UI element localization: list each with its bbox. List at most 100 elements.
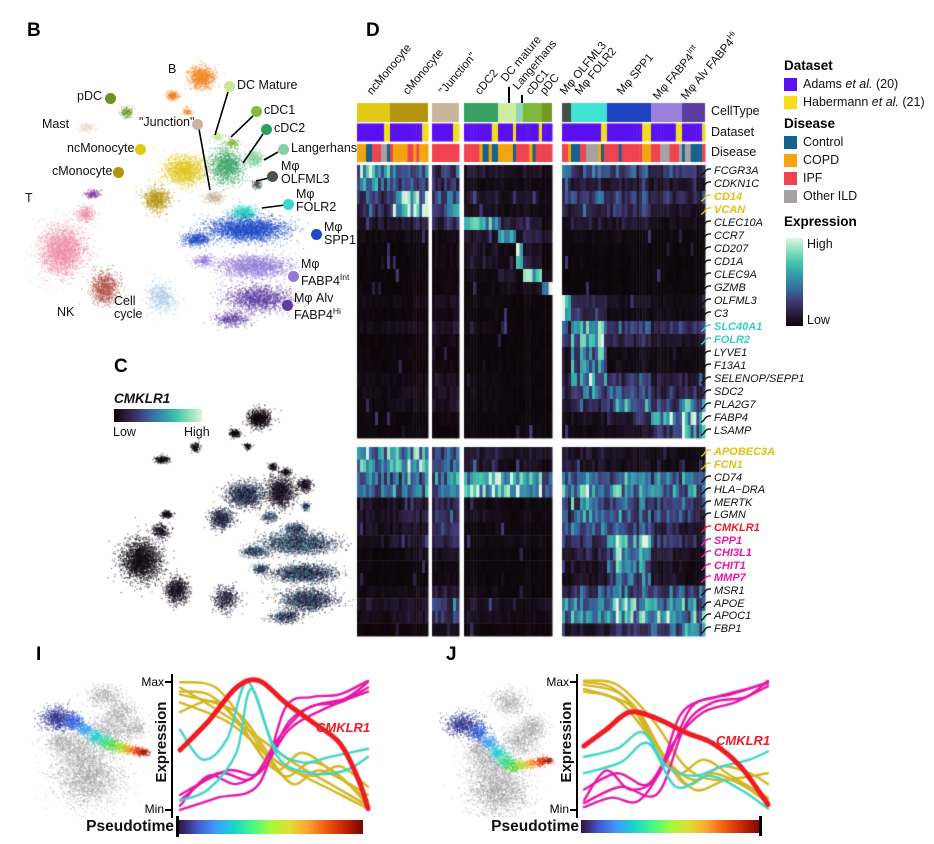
gene-label-CHIT1: CHIT1 xyxy=(701,560,746,572)
legend-label: COPD xyxy=(803,153,840,167)
cmklr1-line-label-i: CMKLR1 xyxy=(316,720,371,735)
annotation-row-label: CellType xyxy=(711,104,760,118)
cluster-label-junction: "Junction" xyxy=(139,115,195,129)
panel-letter-i: I xyxy=(36,644,42,665)
ymax-tick-j xyxy=(570,681,576,683)
cluster-label-langerhans: Langerhans xyxy=(291,141,358,155)
legend-label: Other ILD xyxy=(803,189,858,203)
gene-label-SDC2: SDC2 xyxy=(701,386,743,398)
legend-disease: Disease Control COPD IPF Other ILD xyxy=(784,116,857,207)
pseudotime-bar-tick-j xyxy=(759,816,762,836)
col-label-tick xyxy=(521,95,523,103)
gene-label-HLADRA: HLA−DRA xyxy=(701,485,765,496)
cluster-dot-cdc1 xyxy=(250,105,262,117)
gene-label-FABP4: FABP4 xyxy=(701,412,748,424)
legend-expression-title: Expression xyxy=(784,214,857,229)
legend-swatch xyxy=(784,189,797,203)
legend-disease-item-2: COPD xyxy=(784,153,857,167)
gene-label-GZMB: GZMB xyxy=(701,282,746,294)
cluster-label-mast: Mast xyxy=(42,117,70,131)
legend-disease-item-1: Control xyxy=(784,135,857,149)
expression-axis-label-i: Expression xyxy=(153,701,170,783)
cluster-dot-m-spp1 xyxy=(310,228,322,240)
expression-low-label: Low xyxy=(807,313,830,327)
gene-label-CD207: CD207 xyxy=(701,243,748,255)
expression-high-label: High xyxy=(807,237,833,251)
gene-label-MERTK: MERTK xyxy=(701,497,752,509)
cluster-label-m-spp1: Mφ SPP1 xyxy=(324,220,356,247)
umap-c-feature-plot xyxy=(95,388,357,650)
col-label-tick xyxy=(508,87,510,103)
ymin-label-j: Min xyxy=(549,802,569,816)
gene-label-SELENOPSEPP1: SELENOP/SEPP1 xyxy=(701,373,805,385)
legend-label: IPF xyxy=(803,171,823,185)
legend-swatch xyxy=(784,77,797,91)
cluster-dot-pdc xyxy=(104,92,116,104)
cluster-dot-dc-mature xyxy=(223,80,235,92)
gene-label-CHI3L1: CHI3L1 xyxy=(701,548,752,559)
pseudotime-colorbar-j xyxy=(581,820,761,833)
pseudotime-bar-tick-i xyxy=(176,816,179,837)
pseudotime-umap-j xyxy=(438,682,570,817)
gene-label-CD74: CD74 xyxy=(701,472,742,484)
cluster-dot-cmonocyte xyxy=(112,166,124,178)
legend-dataset-item-1: Adams et al. (20) xyxy=(784,77,925,91)
cmklr1-line-label-j: CMKLR1 xyxy=(716,733,771,748)
cluster-label-m-olfml3: Mφ OLFML3 xyxy=(281,159,330,186)
y-axis-i xyxy=(171,674,173,818)
ymin-tick-j xyxy=(570,809,576,811)
panel-letter-c: C xyxy=(114,356,128,377)
gene-label-SLC40A1: SLC40A1 xyxy=(701,321,762,333)
cluster-label-cdc2: cDC2 xyxy=(274,121,306,135)
expression-lines-i xyxy=(176,674,372,818)
gene-label-CMKLR1: CMKLR1 xyxy=(701,522,760,534)
pseudotime-axis-label-i: Pseudotime xyxy=(86,818,174,835)
cluster-label-dc-mature: DC Mature xyxy=(237,78,298,92)
gene-label-OLFML3: OLFML3 xyxy=(701,295,757,307)
col-label-4: cDC2 xyxy=(473,67,501,98)
legend-dataset-title: Dataset xyxy=(784,58,833,73)
cluster-dot-ncmonocyte xyxy=(134,143,146,155)
panel-letter-j: J xyxy=(446,644,457,665)
cluster-label-cdc1: cDC1 xyxy=(264,103,296,117)
legend-label: Control xyxy=(803,135,844,149)
gene-label-CLEC9A: CLEC9A xyxy=(701,269,757,281)
cluster-label-ncmonocyte: ncMonocyte xyxy=(67,141,135,155)
cluster-label-m-alv-fabp4hi: Mφ Alv FABP4Hi xyxy=(294,291,341,322)
cluster-label-m-folr2: Mφ FOLR2 xyxy=(296,187,337,214)
cluster-label-t: T xyxy=(25,191,33,205)
cluster-label-b: B xyxy=(168,62,177,76)
gene-label-CD14: CD14 xyxy=(701,191,742,203)
gene-label-APOE: APOE xyxy=(701,598,745,610)
legend-swatch xyxy=(784,153,797,167)
ymax-label-i: Max xyxy=(141,675,164,689)
cluster-label-cmonocyte: cMonocyte xyxy=(52,164,113,178)
legend-dataset-item-2: Habermann et al. (21) xyxy=(784,95,925,109)
legend-expression: Expression xyxy=(784,214,857,233)
legend-label: Adams et al. (20) xyxy=(803,77,899,91)
gene-label-FBP1: FBP1 xyxy=(701,623,742,635)
pseudotime-colorbar-i xyxy=(179,820,363,834)
gene-label-FOLR2: FOLR2 xyxy=(701,334,750,346)
cluster-dot-langerhans xyxy=(277,143,289,155)
panel-letter-b: B xyxy=(27,20,41,41)
gene-label-PLA2G7: PLA2G7 xyxy=(701,399,756,411)
expression-axis-label-j: Expression xyxy=(558,701,575,783)
legend-dataset: Dataset Adams et al. (20) Habermann et al… xyxy=(784,58,925,113)
gene-label-LYVE1: LYVE1 xyxy=(701,347,747,359)
cluster-dot-m-fabp4int xyxy=(287,270,299,282)
gene-label-CCR7: CCR7 xyxy=(701,230,744,242)
gene-label-MMP7: MMP7 xyxy=(701,573,746,584)
pseudotime-umap-i xyxy=(28,682,160,817)
ymin-tick-i xyxy=(165,809,171,811)
gene-label-C3: C3 xyxy=(701,308,728,320)
panel-letter-d: D xyxy=(366,20,380,41)
cluster-dot-junction xyxy=(191,118,203,130)
pseudotime-axis-label-j: Pseudotime xyxy=(491,818,579,835)
gene-label-APOC1: APOC1 xyxy=(701,611,751,622)
annotation-row-label: Disease xyxy=(711,145,757,159)
expression-lines-j xyxy=(580,674,772,818)
ymax-tick-i xyxy=(165,681,171,683)
gene-label-FCGR3A: FCGR3A xyxy=(701,165,759,177)
